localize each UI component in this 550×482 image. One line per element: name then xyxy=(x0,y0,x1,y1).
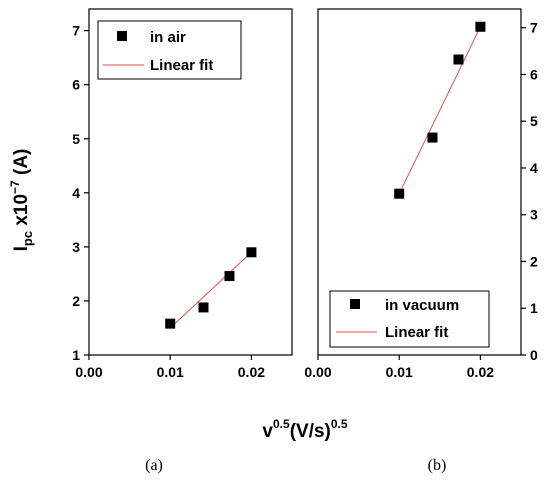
y-tick-label: 7 xyxy=(72,23,80,39)
y-tick-label: 5 xyxy=(72,131,80,147)
y-tick-label: 4 xyxy=(530,160,538,176)
x-tick-label: 0.02 xyxy=(238,364,265,380)
x-tick-label: 0.02 xyxy=(467,364,494,380)
data-point xyxy=(165,318,176,329)
panel-b-ticks: 0.00 0.01 0.02 0 1 2 3 4 5 6 7 xyxy=(304,20,538,380)
y-tick-label: 2 xyxy=(72,293,80,309)
panel-b-legend-marker xyxy=(350,299,360,309)
panel-a-legend: in air Linear fit xyxy=(97,20,242,80)
panel-a-points-layer xyxy=(165,247,257,329)
panel-b-legend-label-points: in vacuum xyxy=(385,297,459,314)
fit-line xyxy=(398,26,481,194)
panel-a: 0.00 0.01 0.02 1 2 3 4 5 6 7 in air Linear fit xyxy=(72,8,293,380)
data-point xyxy=(475,21,486,32)
panel-a-fit-layer xyxy=(169,251,252,329)
fit-line xyxy=(169,251,252,329)
data-point xyxy=(198,302,209,313)
y-tick-label: 2 xyxy=(530,253,538,269)
data-point xyxy=(246,247,257,258)
panel-b-points-layer xyxy=(394,21,486,199)
y-axis-title: Ipc x10−7 (A) xyxy=(8,149,35,252)
panel-a-caption: (a) xyxy=(145,457,163,474)
panel-b-legend-label-fit: Linear fit xyxy=(385,324,448,341)
data-point xyxy=(394,188,405,199)
panel-a-legend-box xyxy=(97,20,242,80)
panel-a-legend-label-fit: Linear fit xyxy=(150,57,213,74)
x-axis-title: v0.5(V/s)0.5 xyxy=(262,417,347,442)
y-tick-label: 4 xyxy=(72,185,80,201)
data-point xyxy=(427,132,438,143)
y-tick-label: 6 xyxy=(530,66,538,82)
y-tick-label: 3 xyxy=(530,207,538,223)
panel-b-frame xyxy=(317,8,522,356)
y-tick-label: 0 xyxy=(530,347,538,363)
data-point xyxy=(453,54,464,65)
y-tick-label: 5 xyxy=(530,113,538,129)
panel-a-frame xyxy=(88,8,293,356)
y-tick-label: 3 xyxy=(72,239,80,255)
x-tick-label: 0.00 xyxy=(75,364,102,380)
panel-a-legend-marker xyxy=(117,31,127,41)
panel-b: 0.00 0.01 0.02 0 1 2 3 4 5 6 7 in vacuum Linear fi… xyxy=(304,8,538,380)
y-tick-label: 1 xyxy=(72,347,80,363)
y-tick-label: 7 xyxy=(530,20,538,36)
x-tick-label: 0.01 xyxy=(157,364,184,380)
x-tick-label: 0.00 xyxy=(304,364,331,380)
panel-b-fit-layer xyxy=(398,26,481,194)
panel-b-caption: (b) xyxy=(428,457,447,474)
x-tick-label: 0.01 xyxy=(386,364,413,380)
panel-a-legend-label-points: in air xyxy=(150,29,186,46)
data-point xyxy=(224,271,235,282)
panel-b-legend: in vacuum Linear fit xyxy=(329,290,490,348)
y-tick-label: 1 xyxy=(530,300,538,316)
y-tick-label: 6 xyxy=(72,77,80,93)
panel-a-ticks: 0.00 0.01 0.02 1 2 3 4 5 6 7 xyxy=(72,23,265,380)
